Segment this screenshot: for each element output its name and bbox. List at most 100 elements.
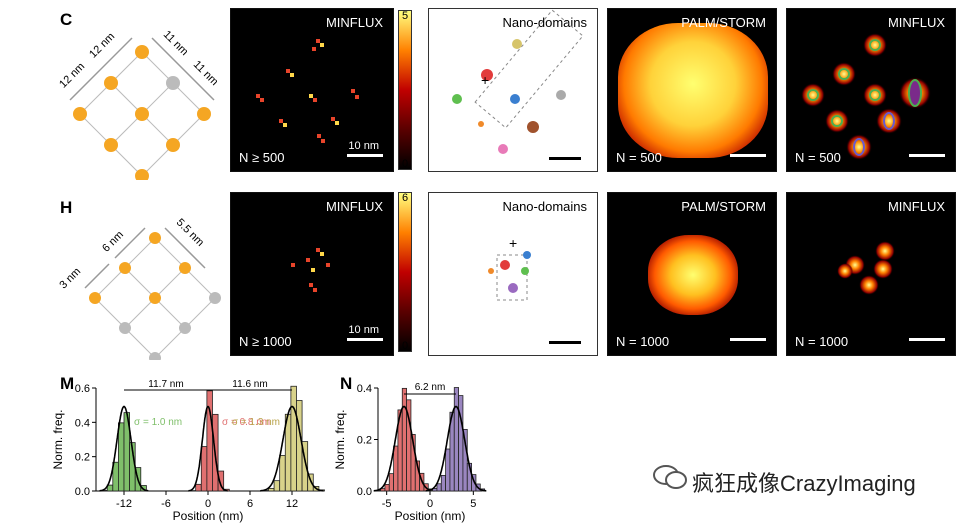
dim-c-4: 11 nm (191, 59, 221, 89)
wechat-icon (653, 465, 687, 489)
y-tick-label: 0.4 (75, 417, 90, 429)
histogram-bar (307, 473, 314, 492)
panel-g-minflux: MINFLUX N = 500 (786, 8, 956, 172)
y-axis-label: Norm. freq. (333, 409, 347, 469)
label-H: H (60, 198, 73, 217)
sigma-label: σ = 1.0 nm (134, 417, 182, 428)
panel-l-spots (837, 241, 895, 295)
panel-l-minflux: MINFLUX N = 1000 (786, 192, 956, 356)
gaussian-fit (188, 405, 228, 492)
panel-i-n: N ≥ 1000 (239, 334, 292, 349)
svg-text:+: + (509, 235, 517, 251)
sigma-label: σ = 1.3 nm (232, 417, 280, 428)
panel-i-minflux: MINFLUX 10 nm N ≥ 1000 (230, 192, 394, 356)
svg-text:+: + (481, 72, 489, 88)
histogram-bar (384, 483, 390, 492)
panel-k-n: N = 1000 (616, 334, 670, 349)
y-tick-label: 0.4 (357, 383, 372, 395)
histogram-bar (290, 385, 297, 492)
panel-g-n: N = 500 (795, 150, 841, 165)
panel-l-title: MINFLUX (887, 199, 945, 214)
panel-e-nanodomains: Nano-domains + (428, 8, 598, 172)
colorbar-d-max: 5 (402, 10, 409, 22)
dim-h-3: 5.5 nm (174, 217, 206, 249)
histogram-bar (195, 483, 202, 492)
label-M: M (60, 374, 75, 393)
dim-c-2: 12 nm (87, 30, 117, 60)
sigma-label: σ = 0.8 nm (222, 417, 270, 428)
histogram-bar (268, 487, 275, 492)
histogram-n: -5 0 5 0.0 0.2 0.4 Position (nm) Norm. freq. 6.2… (333, 382, 487, 523)
label-N: N (340, 374, 353, 393)
panel-e-title: Nano-domains (502, 15, 587, 30)
panel-f-scalebar (730, 154, 766, 157)
x-tick-label: 0 (427, 498, 433, 510)
panel-j-nanodomains: Nano-domains + (428, 192, 598, 356)
panel-d-scale-label: 10 nm (348, 140, 379, 152)
y-tick-label: 0.0 (75, 486, 90, 498)
histogram-bar (440, 475, 447, 492)
histogram-bar (279, 455, 286, 492)
distance-label: 11.7 nm (148, 379, 183, 390)
gaussian-fit (373, 405, 435, 492)
lattice-diagram-h: 3 nm 6 nm 5.5 nm (57, 217, 221, 360)
histogram-bar (200, 446, 208, 492)
colorbar-i-max: 6 (402, 192, 409, 204)
histogram-bar (462, 428, 468, 492)
colorbar-i-min: 0 (402, 340, 409, 352)
histogram-bar (118, 422, 125, 492)
label-C: C (60, 10, 73, 29)
x-tick-label: 6 (247, 498, 253, 510)
histogram-bar (471, 474, 477, 492)
panel-f-n: N = 500 (616, 150, 662, 165)
x-tick-label: -5 (382, 498, 392, 510)
histogram-m: -12 -6 0 6 12 0.0 0.2 0.4 0.6 Position (nm) Norm. … (51, 379, 325, 523)
histogram-bar (388, 473, 394, 492)
panel-g-title: MINFLUX (887, 15, 945, 30)
colorbar-i (398, 192, 412, 352)
panel-k-title: PALM/STORM (681, 199, 766, 214)
y-tick-label: 0.2 (357, 435, 372, 447)
panel-i-scale-label: 10 nm (348, 324, 379, 336)
panel-f-title: PALM/STORM (681, 15, 766, 30)
x-axis-label: Position (nm) (395, 509, 466, 523)
y-tick-label: 0.6 (75, 383, 90, 395)
panel-l-n: N = 1000 (795, 334, 849, 349)
histogram-bar (453, 387, 460, 492)
histogram-bar (393, 445, 399, 492)
colorbar-d-min: 0 (402, 158, 409, 170)
panel-d-n: N ≥ 500 (239, 150, 285, 165)
panel-k-palm: PALM/STORM N = 1000 (607, 192, 777, 356)
lattice-diagram-c: 12 nm 12 nm 11 nm 11 nm (57, 29, 221, 180)
x-tick-label: 5 (470, 498, 476, 510)
x-axis-label: Position (nm) (173, 509, 244, 523)
histogram-bar (273, 480, 281, 492)
panel-j-title: Nano-domains (502, 199, 587, 214)
y-tick-label: 0.0 (357, 486, 372, 498)
watermark-text: 疯狂成像CrazyImaging (692, 471, 916, 496)
panel-i-title: MINFLUX (325, 199, 383, 214)
panel-g-scalebar (909, 154, 945, 157)
panel-f-palm: PALM/STORM N = 500 (607, 8, 777, 172)
x-tick-label: -12 (116, 498, 132, 510)
gaussian-fit (260, 405, 324, 492)
colorbar-d (398, 10, 412, 170)
panel-d-minflux: MINFLUX 10 nm N ≥ 500 (230, 8, 394, 172)
dim-h-1: 3 nm (57, 266, 83, 292)
panel-e-clusters: + (452, 9, 584, 160)
histogram-bar (445, 448, 451, 492)
histogram-bar (436, 483, 442, 492)
gaussian-fit (99, 405, 149, 492)
panel-d-localizations (256, 39, 359, 143)
histogram-bar (217, 470, 225, 492)
distance-label: 6.2 nm (415, 382, 446, 393)
panel-d-scalebar (347, 154, 383, 157)
histogram-bar (296, 400, 303, 492)
x-tick-label: -6 (161, 498, 171, 510)
panel-i-localizations (291, 248, 330, 292)
histogram-bar (301, 441, 309, 492)
y-axis-label: Norm. freq. (51, 409, 65, 469)
distance-label: 11.6 nm (232, 379, 267, 390)
panel-i-scalebar (347, 338, 383, 341)
histogram-bar (140, 485, 147, 492)
